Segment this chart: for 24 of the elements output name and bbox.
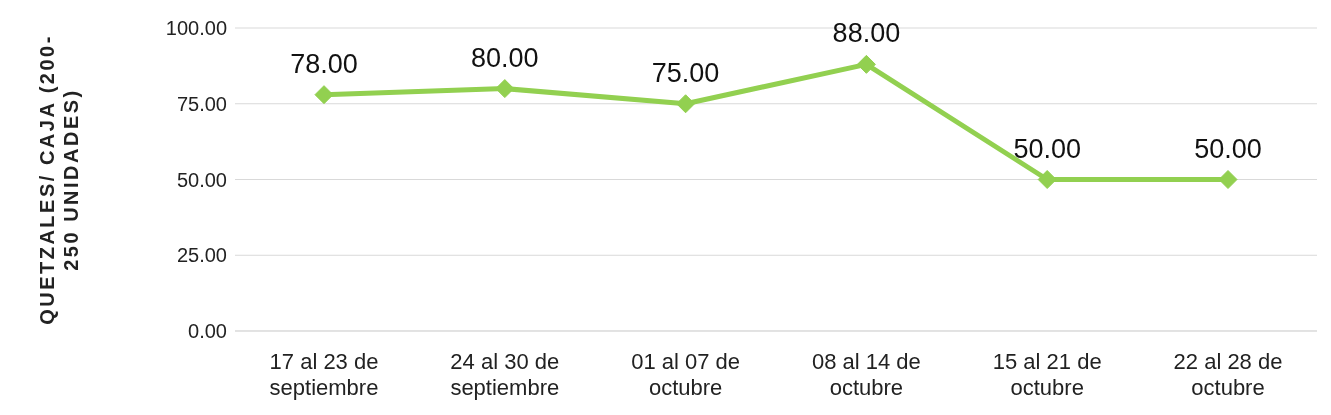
x-tick-label: 08 al 14 de octubre <box>811 349 921 400</box>
data-label: 88.00 <box>832 18 901 49</box>
data-label: 78.00 <box>290 48 358 79</box>
data-label: 75.00 <box>651 57 720 88</box>
point <box>1037 170 1057 189</box>
data-label: 50.00 <box>1013 133 1081 164</box>
point <box>314 85 334 105</box>
y-axis-title: QUETZALES/ CAJA (200-250 UNIDADES) <box>36 34 82 325</box>
x-tick-label: 17 al 23 de septiembre <box>269 349 379 400</box>
point <box>856 54 876 74</box>
x-tick-label: 15 al 21 de octubre <box>992 349 1102 400</box>
point <box>676 94 696 114</box>
y-tick-label: 75.00 <box>176 92 227 115</box>
data-label: 80.00 <box>471 42 539 73</box>
x-tick-label: 01 al 07 de octubre <box>631 349 741 400</box>
y-tick-label: 100.00 <box>165 17 227 40</box>
x-tick-label: 22 al 28 de octubre <box>1173 349 1283 400</box>
y-tick-label: 25.00 <box>176 244 227 267</box>
x-tick-label: 24 al 30 de septiembre <box>450 349 560 400</box>
point <box>1218 170 1238 189</box>
data-label: 50.00 <box>1194 133 1262 164</box>
point <box>495 79 515 99</box>
y-tick-label: 50.00 <box>176 168 227 191</box>
y-tick-label: 0.00 <box>188 320 227 343</box>
